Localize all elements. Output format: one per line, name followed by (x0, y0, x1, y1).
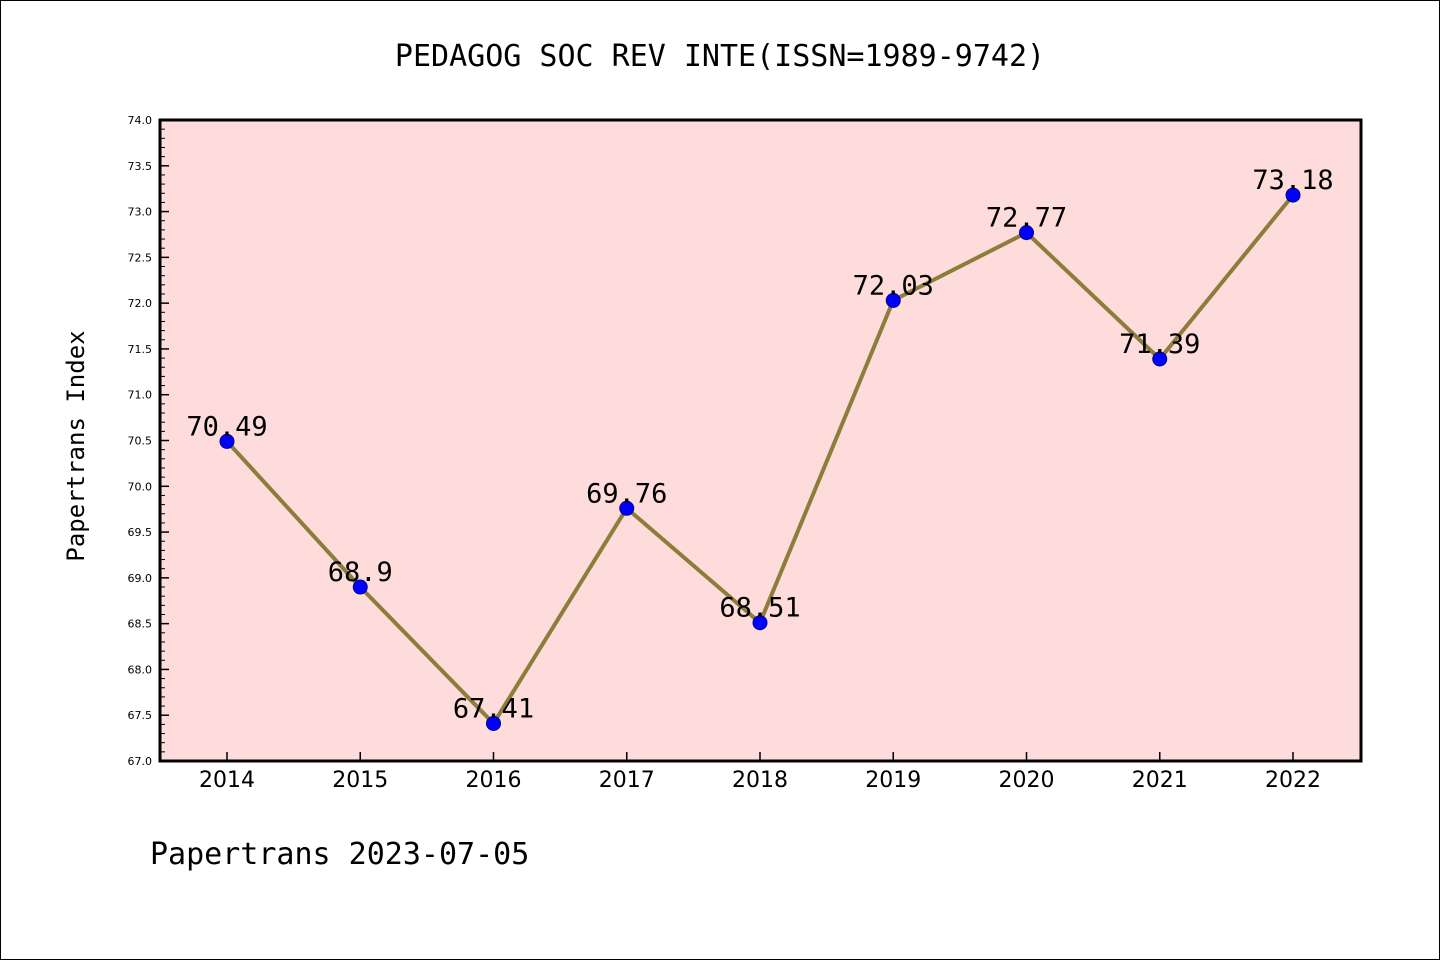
x-tick-label: 2018 (732, 768, 788, 793)
y-tick-label: 71.5 (128, 343, 153, 356)
y-tick-label: 72.0 (128, 297, 153, 310)
series-markers (219, 187, 1301, 731)
y-axis-label: Papertrans Index (62, 330, 90, 561)
y-tick-label: 74.0 (128, 114, 153, 127)
plot-border (158, 118, 1363, 763)
chart-footer: Papertrans 2023-07-05 (150, 837, 529, 872)
data-label: 71.39 (1119, 329, 1200, 360)
x-tick-label: 2016 (466, 768, 522, 793)
data-point (1019, 225, 1034, 241)
data-label: 72.03 (853, 270, 934, 301)
data-label: 73.18 (1252, 165, 1333, 196)
data-point (1285, 187, 1301, 203)
y-tick-label: 73.0 (128, 206, 153, 219)
data-point (219, 433, 235, 449)
y-tick-label: 67.0 (128, 755, 153, 768)
y-tick-label: 70.0 (128, 480, 153, 493)
x-tick-label: 2014 (199, 768, 255, 793)
y-tick-label: 68.0 (128, 663, 153, 676)
y-tick-label: 70.5 (128, 435, 153, 448)
y-tick-label: 72.5 (128, 251, 153, 264)
chart-title: PEDAGOG SOC REV INTE(ISSN=1989-9742) (395, 39, 1045, 74)
plot-area (160, 120, 1361, 761)
data-label: 69.76 (586, 478, 667, 509)
y-tick-label: 73.5 (128, 160, 153, 173)
x-tick-label: 2017 (599, 768, 655, 793)
data-labels: 70.49 68.9 67.41 69.76 68.51 72.03 72.77 71.39 7… (186, 165, 1333, 724)
y-tick-label: 68.5 (128, 618, 153, 631)
y-tick-label: 67.5 (128, 709, 153, 722)
data-point (752, 615, 768, 631)
data-point (352, 579, 368, 595)
data-label: 72.77 (986, 203, 1067, 234)
y-tick-label: 69.0 (128, 572, 153, 585)
axis-ticks: 67.0 67.5 68.0 68.5 69.0 69.5 70.0 70.5 71.0 71.5… (128, 114, 1322, 793)
data-label: 68.51 (719, 593, 800, 624)
x-tick-label: 2021 (1132, 768, 1188, 793)
data-label: 70.49 (186, 411, 267, 442)
y-tick-label: 71.0 (128, 389, 153, 402)
data-point (1152, 351, 1168, 367)
data-point (885, 292, 901, 308)
x-tick-label: 2019 (865, 768, 921, 793)
data-label: 67.41 (453, 693, 534, 724)
data-point (486, 715, 501, 731)
x-tick-label: 2020 (999, 768, 1055, 793)
y-tick-label: 69.5 (128, 526, 153, 539)
x-tick-label: 2022 (1265, 768, 1321, 793)
data-label: 68.9 (328, 557, 393, 588)
x-tick-label: 2015 (332, 768, 388, 793)
data-point (619, 500, 635, 516)
